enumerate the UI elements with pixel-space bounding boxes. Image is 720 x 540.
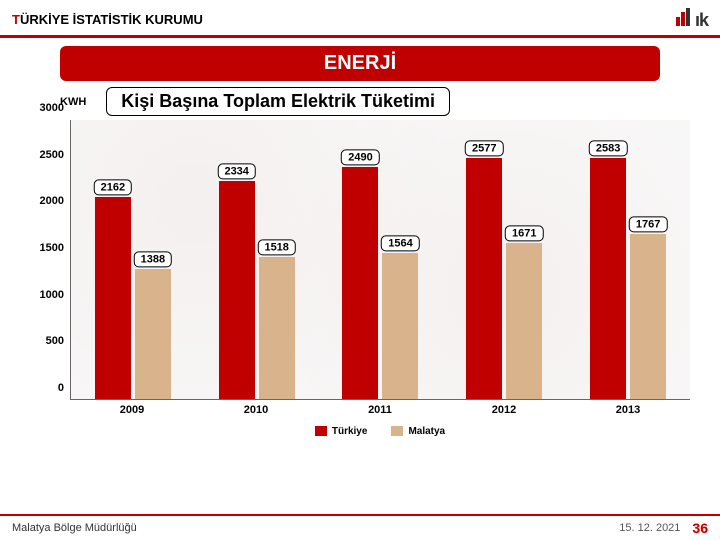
bar: 2490 bbox=[342, 167, 378, 399]
bar: 2162 bbox=[95, 197, 131, 399]
legend-swatch bbox=[315, 426, 327, 436]
y-tick: 2500 bbox=[40, 149, 64, 161]
bar-group: 23341518 bbox=[195, 120, 319, 399]
chart: 050010001500200025003000 216213882334151… bbox=[20, 120, 700, 440]
org-initial: T bbox=[12, 12, 20, 27]
x-axis-labels: 20092010201120122013 bbox=[70, 404, 690, 420]
y-tick: 500 bbox=[46, 335, 64, 347]
bar-value-label: 1388 bbox=[134, 252, 172, 268]
bar-value-label: 1564 bbox=[381, 235, 419, 251]
org-title: TÜRKİYE İSTATİSTİK KURUMU bbox=[12, 12, 203, 27]
bar-value-label: 2490 bbox=[341, 149, 379, 165]
header: TÜRKİYE İSTATİSTİK KURUMU ık bbox=[0, 0, 720, 35]
bar: 2334 bbox=[219, 181, 255, 399]
legend-item: Türkiye bbox=[315, 426, 368, 437]
legend-item: Malatya bbox=[391, 426, 445, 437]
bar-group: 25771671 bbox=[442, 120, 566, 399]
bar: 1671 bbox=[506, 243, 542, 399]
legend-swatch bbox=[391, 426, 403, 436]
logo-text: ık bbox=[695, 10, 708, 31]
plot-area: 2162138823341518249015642577167125831767 bbox=[70, 120, 690, 400]
legend-label: Türkiye bbox=[332, 426, 368, 437]
x-tick: 2009 bbox=[70, 404, 194, 420]
y-tick: 3000 bbox=[40, 102, 64, 114]
bar: 2577 bbox=[466, 158, 502, 399]
x-tick: 2011 bbox=[318, 404, 442, 420]
logo-bar bbox=[676, 17, 680, 26]
bar-value-label: 1767 bbox=[629, 216, 667, 232]
bar-value-label: 2577 bbox=[465, 141, 503, 157]
legend-label: Malatya bbox=[408, 426, 445, 437]
bar-group: 25831767 bbox=[566, 120, 690, 399]
bar-group: 24901564 bbox=[319, 120, 443, 399]
bar-value-label: 1518 bbox=[257, 240, 295, 256]
bar: 1388 bbox=[135, 269, 171, 399]
y-axis: 050010001500200025003000 bbox=[20, 120, 70, 400]
bar: 1564 bbox=[382, 253, 418, 399]
logo-bar bbox=[686, 8, 690, 26]
bar-value-label: 2162 bbox=[94, 180, 132, 196]
footer: Malatya Bölge Müdürlüğü 15. 12. 2021 36 bbox=[0, 514, 720, 540]
page-number: 36 bbox=[692, 520, 708, 536]
org-rest: ÜRKİYE İSTATİSTİK KURUMU bbox=[20, 12, 203, 27]
footer-right: 15. 12. 2021 36 bbox=[619, 520, 708, 536]
bar-value-label: 1671 bbox=[505, 225, 543, 241]
bar: 2583 bbox=[590, 158, 626, 399]
logo-bar bbox=[681, 12, 685, 26]
bar: 1767 bbox=[630, 234, 666, 399]
bar-group: 21621388 bbox=[71, 120, 195, 399]
bar-value-label: 2334 bbox=[217, 164, 255, 180]
x-tick: 2013 bbox=[566, 404, 690, 420]
footer-left: Malatya Bölge Müdürlüğü bbox=[12, 522, 137, 534]
header-divider bbox=[0, 35, 720, 38]
legend: Türkiye Malatya bbox=[70, 422, 690, 440]
y-tick: 0 bbox=[58, 382, 64, 394]
bar-value-label: 2583 bbox=[589, 140, 627, 156]
y-tick: 1000 bbox=[40, 289, 64, 301]
logo: ık bbox=[676, 8, 708, 31]
footer-date: 15. 12. 2021 bbox=[619, 522, 680, 534]
subtitle-row: KWH Kişi Başına Toplam Elektrik Tüketimi bbox=[0, 87, 720, 116]
y-tick: 2000 bbox=[40, 195, 64, 207]
x-tick: 2012 bbox=[442, 404, 566, 420]
bar: 1518 bbox=[259, 257, 295, 399]
chart-title: Kişi Başına Toplam Elektrik Tüketimi bbox=[106, 87, 450, 116]
section-banner: ENERJİ bbox=[60, 46, 660, 81]
y-tick: 1500 bbox=[40, 242, 64, 254]
x-tick: 2010 bbox=[194, 404, 318, 420]
